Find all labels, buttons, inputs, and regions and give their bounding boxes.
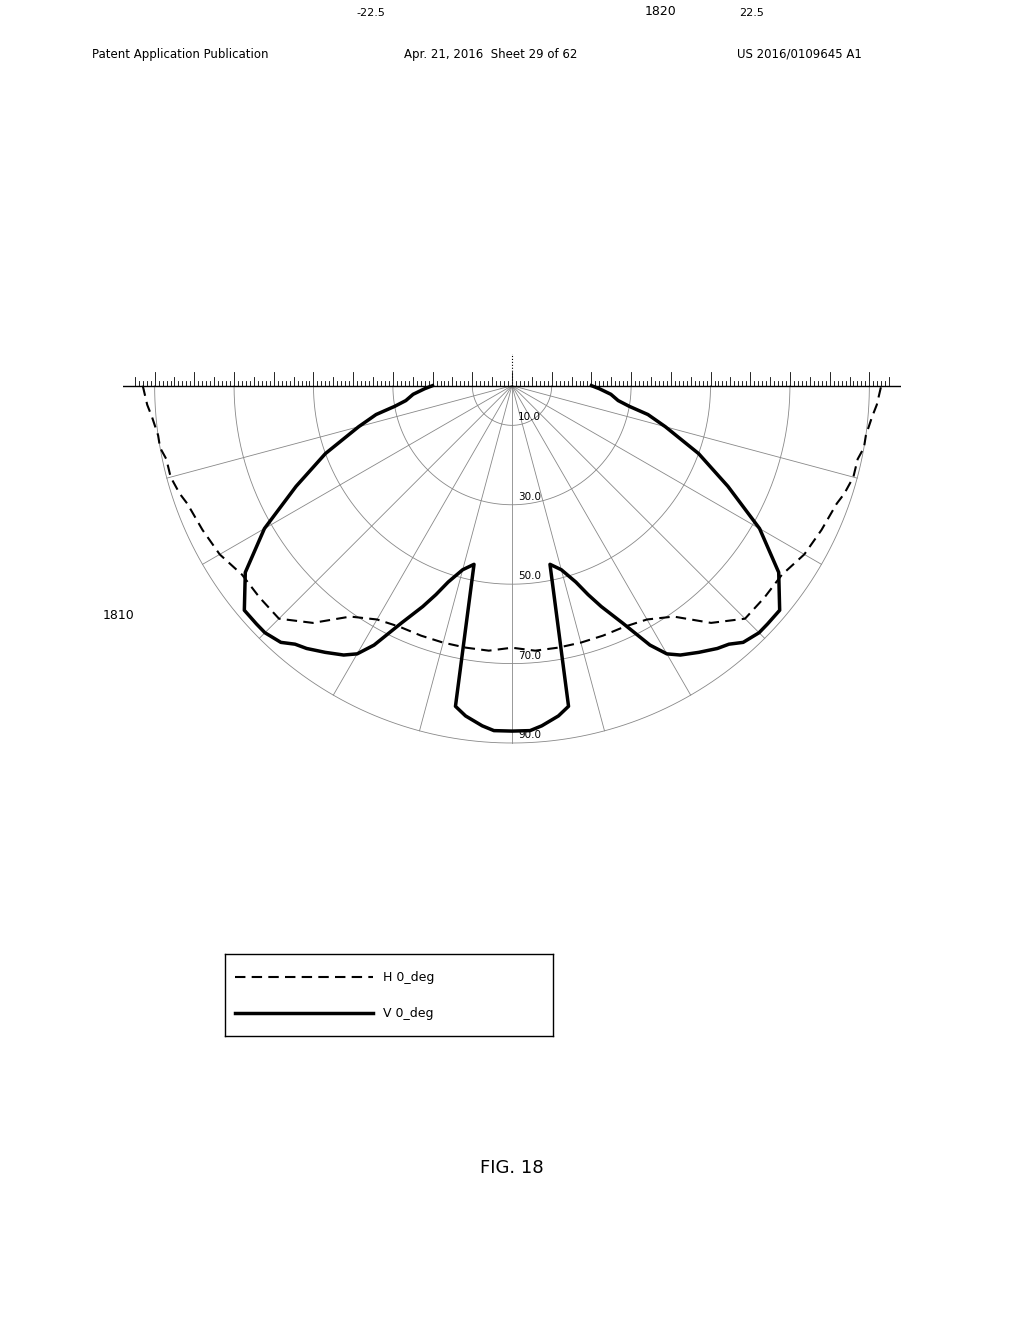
Text: H 0_deg: H 0_deg bbox=[383, 970, 434, 983]
Text: -22.5: -22.5 bbox=[356, 8, 386, 18]
Text: Apr. 21, 2016  Sheet 29 of 62: Apr. 21, 2016 Sheet 29 of 62 bbox=[404, 48, 578, 61]
Text: 50.0: 50.0 bbox=[518, 572, 541, 581]
Text: US 2016/0109645 A1: US 2016/0109645 A1 bbox=[737, 48, 862, 61]
Text: 10.0: 10.0 bbox=[518, 412, 541, 422]
Text: Patent Application Publication: Patent Application Publication bbox=[92, 48, 268, 61]
Text: V 0_deg: V 0_deg bbox=[383, 1007, 433, 1020]
Text: 1810: 1810 bbox=[103, 610, 135, 623]
Text: 90.0: 90.0 bbox=[518, 730, 541, 741]
Text: 22.5: 22.5 bbox=[739, 8, 765, 18]
Text: FIG. 18: FIG. 18 bbox=[480, 1159, 544, 1177]
Text: 70.0: 70.0 bbox=[518, 651, 541, 660]
Text: 30.0: 30.0 bbox=[518, 492, 541, 502]
Text: 1820: 1820 bbox=[645, 5, 677, 18]
